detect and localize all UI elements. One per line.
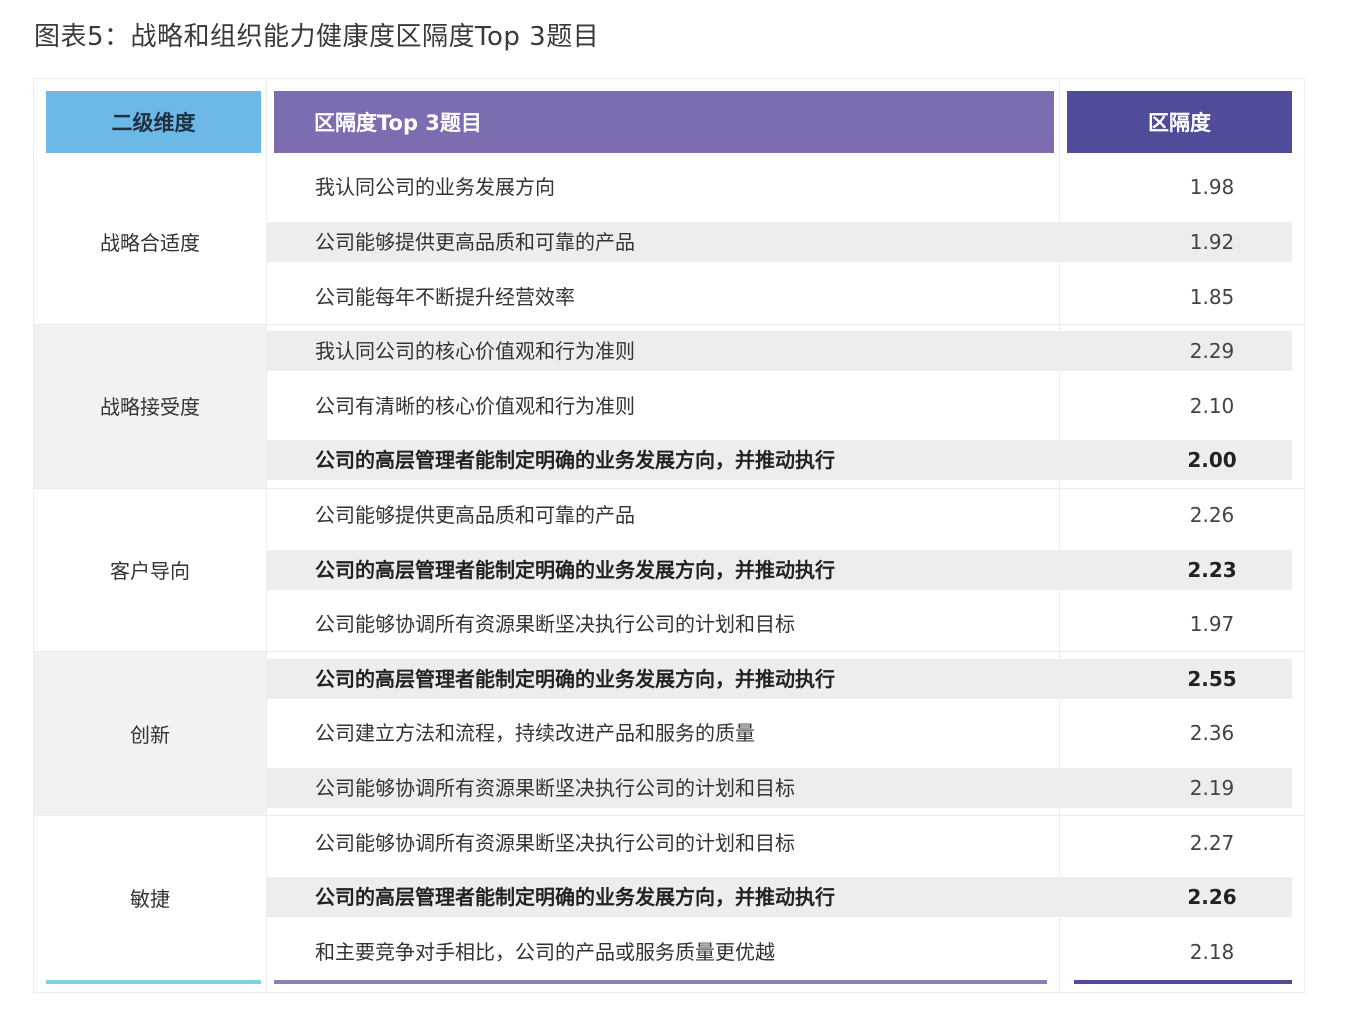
question-cell: 公司有清晰的核心价值观和行为准则 xyxy=(315,393,635,418)
header-question: 区隔度Top 3题目 xyxy=(274,91,1054,153)
question-cell: 公司能够协调所有资源果断坚决执行公司的计划和目标 xyxy=(315,775,795,800)
table-row: 公司能每年不断提升经营效率 1.85 xyxy=(266,277,1292,317)
table-row: 我认同公司的业务发展方向 1.98 xyxy=(266,167,1292,207)
score-cell: 1.92 xyxy=(1189,229,1235,254)
question-cell: 和主要竞争对手相比，公司的产品或服务质量更优越 xyxy=(315,939,775,964)
score-cell: 2.36 xyxy=(1189,721,1235,746)
dimension-cell: 客户导向 xyxy=(110,558,190,583)
question-cell: 公司能够提供更高品质和可靠的产品 xyxy=(315,502,635,527)
score-cell: 2.29 xyxy=(1189,339,1235,364)
question-cell: 公司的高层管理者能制定明确的业务发展方向，并推动执行 xyxy=(315,557,835,582)
score-cell: 1.97 xyxy=(1189,612,1235,637)
table-row: 公司的高层管理者能制定明确的业务发展方向，并推动执行 2.23 xyxy=(266,549,1292,590)
dimension-cell: 创新 xyxy=(34,651,266,816)
column-divider xyxy=(1059,79,1060,992)
header-score: 区隔度 xyxy=(1067,91,1292,153)
question-cell: 公司建立方法和流程，持续改进产品和服务的质量 xyxy=(315,721,755,746)
table-row: 公司能够协调所有资源果断坚决执行公司的计划和目标 2.27 xyxy=(266,823,1292,863)
table-row: 和主要竞争对手相比，公司的产品或服务质量更优越 2.18 xyxy=(266,932,1292,972)
group-divider xyxy=(34,323,1304,325)
header-dimension: 二级维度 xyxy=(46,91,261,153)
score-cell: 2.26 xyxy=(1187,885,1237,910)
group-divider xyxy=(34,651,1304,653)
table-row: 公司有清晰的核心价值观和行为准则 2.10 xyxy=(266,386,1292,426)
footer-bar-question xyxy=(274,980,1047,984)
question-cell: 公司能每年不断提升经营效率 xyxy=(315,284,575,309)
score-cell: 2.55 xyxy=(1187,666,1237,691)
figure-title: 图表5：战略和组织能力健康度区隔度Top 3题目 xyxy=(34,22,600,52)
question-cell: 公司能够提供更高品质和可靠的产品 xyxy=(315,229,635,254)
table-row: 我认同公司的核心价值观和行为准则 2.29 xyxy=(266,331,1292,372)
question-cell: 公司能够协调所有资源果断坚决执行公司的计划和目标 xyxy=(315,830,795,855)
footer-bar-score xyxy=(1074,980,1292,984)
dimension-cell: 战略接受度 xyxy=(34,323,266,488)
score-cell: 1.98 xyxy=(1189,175,1235,200)
table-row: 公司能够协调所有资源果断坚决执行公司的计划和目标 1.97 xyxy=(266,604,1292,644)
dimension-cell: 战略合适度 xyxy=(100,231,200,256)
question-cell: 公司的高层管理者能制定明确的业务发展方向，并推动执行 xyxy=(315,448,835,473)
question-cell: 我认同公司的核心价值观和行为准则 xyxy=(315,339,635,364)
table-row: 公司的高层管理者能制定明确的业务发展方向，并推动执行 2.26 xyxy=(266,877,1292,918)
score-cell: 2.00 xyxy=(1187,448,1237,473)
question-cell: 公司的高层管理者能制定明确的业务发展方向，并推动执行 xyxy=(315,885,835,910)
score-cell: 2.19 xyxy=(1189,775,1235,800)
table-row: 公司的高层管理者能制定明确的业务发展方向，并推动执行 2.55 xyxy=(266,658,1292,699)
column-divider xyxy=(266,79,267,992)
footer-bar-dimension xyxy=(46,980,261,984)
table-row: 公司能够提供更高品质和可靠的产品 1.92 xyxy=(266,221,1292,262)
question-cell: 公司的高层管理者能制定明确的业务发展方向，并推动执行 xyxy=(315,666,835,691)
score-cell: 1.85 xyxy=(1189,284,1235,309)
score-cell: 2.10 xyxy=(1189,393,1235,418)
score-cell: 2.23 xyxy=(1187,557,1237,582)
group-divider xyxy=(34,815,1304,817)
question-cell: 公司能够协调所有资源果断坚决执行公司的计划和目标 xyxy=(315,612,795,637)
table-row: 公司建立方法和流程，持续改进产品和服务的质量 2.36 xyxy=(266,713,1292,753)
score-cell: 2.18 xyxy=(1189,939,1235,964)
score-cell: 2.27 xyxy=(1189,830,1235,855)
data-table: 二级维度 区隔度Top 3题目 区隔度 战略合适度 我认同公司的业务发展方向 1.9… xyxy=(33,78,1305,993)
table-row: 公司能够协调所有资源果断坚决执行公司的计划和目标 2.19 xyxy=(266,767,1292,808)
table-row: 公司的高层管理者能制定明确的业务发展方向，并推动执行 2.00 xyxy=(266,440,1292,481)
dimension-cell: 敏捷 xyxy=(130,886,170,911)
group-divider xyxy=(34,487,1304,489)
score-cell: 2.26 xyxy=(1189,502,1235,527)
question-cell: 我认同公司的业务发展方向 xyxy=(315,175,555,200)
table-row: 公司能够提供更高品质和可靠的产品 2.26 xyxy=(266,495,1292,535)
